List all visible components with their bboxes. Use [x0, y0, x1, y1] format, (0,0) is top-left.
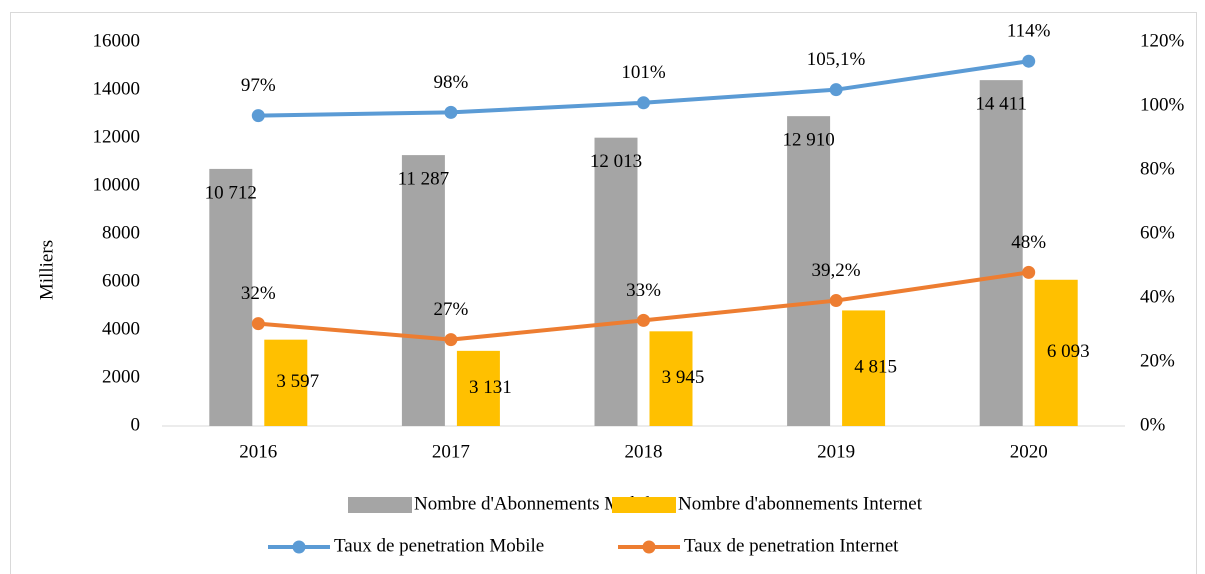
bar — [456, 350, 500, 426]
line-marker — [637, 96, 650, 110]
line-value-label: 39,2% — [812, 260, 861, 281]
line-marker — [444, 105, 458, 119]
bar-value-label: 11 287 — [398, 168, 450, 189]
line-marker — [637, 313, 650, 327]
bar-value-label: 12 910 — [782, 130, 834, 151]
y2-tick-label: 120% — [1140, 30, 1185, 51]
legend-label: Taux de penetration Mobile — [334, 535, 544, 556]
bar-value-label: 6 093 — [1047, 341, 1090, 362]
y-tick-label: 8000 — [102, 222, 140, 243]
y2-tick-label: 0% — [1140, 414, 1166, 435]
y-axis-title: Milliers — [36, 240, 57, 300]
line-marker — [444, 333, 458, 347]
line-value-label: 48% — [1011, 232, 1046, 253]
legend-label: Nombre d'Abonnements Mobile — [414, 493, 659, 514]
bar — [649, 331, 693, 426]
legend-swatch — [348, 497, 412, 513]
y-tick-label: 0 — [131, 414, 141, 435]
chart-frame — [10, 12, 1197, 574]
line-marker — [1022, 54, 1036, 68]
bar-value-label: 3 597 — [276, 371, 319, 392]
line-value-label: 33% — [626, 280, 661, 301]
bar — [787, 116, 831, 426]
y-tick-label: 16000 — [93, 30, 141, 51]
bar-value-label: 4 815 — [854, 357, 897, 378]
line-marker — [251, 109, 265, 123]
line-value-label: 32% — [241, 283, 276, 304]
line-value-label: 114% — [1007, 21, 1051, 42]
bar-value-label: 14 411 — [975, 93, 1027, 114]
x-tick-label: 2018 — [625, 441, 663, 462]
line-marker — [829, 83, 843, 97]
legend-swatch-marker — [292, 540, 306, 554]
bar — [594, 137, 638, 427]
x-tick-label: 2016 — [239, 441, 277, 462]
y-tick-label: 14000 — [93, 78, 141, 99]
y-tick-label: 10000 — [93, 174, 141, 195]
line-value-label: 27% — [433, 299, 468, 320]
y2-tick-label: 60% — [1140, 222, 1175, 243]
y-tick-label: 6000 — [102, 270, 140, 291]
bar — [842, 310, 886, 426]
line-marker — [1022, 265, 1036, 279]
bar — [264, 339, 308, 426]
line-marker — [251, 317, 265, 331]
line-value-label: 105,1% — [807, 49, 866, 70]
line-value-label: 101% — [621, 62, 666, 83]
y-tick-label: 12000 — [93, 126, 141, 147]
legend-label: Nombre d'abonnements Internet — [678, 493, 923, 514]
line-value-label: 97% — [241, 75, 276, 96]
y2-tick-label: 80% — [1140, 158, 1175, 179]
bar-value-label: 10 712 — [205, 182, 257, 203]
x-tick-label: 2019 — [817, 441, 855, 462]
line-value-label: 98% — [433, 72, 468, 93]
y-tick-label: 2000 — [102, 366, 140, 387]
bar — [1034, 279, 1078, 426]
y2-tick-label: 40% — [1140, 286, 1175, 307]
legend-swatch-marker — [642, 540, 656, 554]
line-marker — [829, 294, 843, 308]
y2-tick-label: 100% — [1140, 94, 1185, 115]
y2-tick-label: 20% — [1140, 350, 1175, 371]
bar-value-label: 3 131 — [469, 377, 512, 398]
x-tick-label: 2020 — [1010, 441, 1048, 462]
bar — [979, 80, 1023, 427]
bar — [401, 155, 445, 426]
legend-swatch — [612, 497, 676, 513]
x-tick-label: 2017 — [432, 441, 470, 462]
legend-label: Taux de penetration Internet — [684, 535, 899, 556]
y-tick-label: 4000 — [102, 318, 140, 339]
bar — [209, 168, 253, 427]
bar-value-label: 3 945 — [662, 367, 705, 388]
bar-value-label: 12 013 — [590, 151, 642, 172]
